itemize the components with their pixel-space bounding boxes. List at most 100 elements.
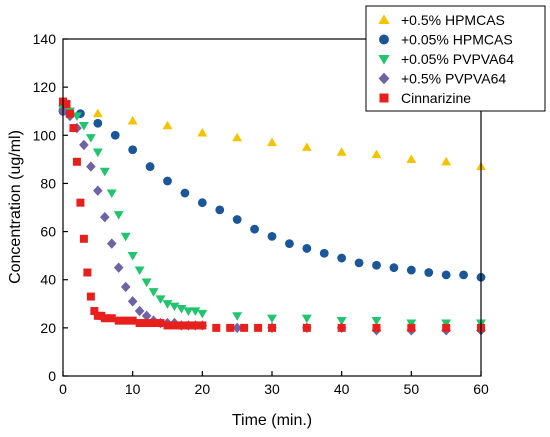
data-point bbox=[302, 323, 311, 332]
legend-item: +0.5% PVPVA64 bbox=[378, 71, 506, 87]
legend-box bbox=[365, 5, 546, 112]
data-point bbox=[406, 265, 416, 275]
x-tick-label: 20 bbox=[195, 381, 211, 397]
data-point bbox=[135, 319, 144, 328]
series-2 bbox=[58, 105, 486, 329]
data-point bbox=[354, 258, 364, 268]
y-axis: 0 20 40 60 80 100 120 140 bbox=[33, 31, 68, 384]
data-point bbox=[250, 224, 259, 234]
data-point bbox=[76, 198, 85, 207]
data-point bbox=[128, 316, 137, 325]
data-point bbox=[191, 321, 200, 330]
y-tick-label: 80 bbox=[40, 175, 56, 191]
data-point bbox=[156, 319, 165, 328]
legend-swatch bbox=[378, 14, 390, 25]
data-point bbox=[92, 148, 103, 158]
data-point bbox=[442, 323, 451, 332]
legend-swatch bbox=[379, 93, 389, 103]
x-tick-label: 40 bbox=[334, 381, 350, 397]
data-point bbox=[121, 316, 130, 325]
data-point bbox=[169, 302, 180, 312]
data-point bbox=[83, 268, 92, 277]
data-point bbox=[406, 319, 417, 329]
data-point bbox=[128, 145, 138, 155]
data-point bbox=[176, 305, 187, 314]
legend-label: +0.5% HPMCAS bbox=[401, 12, 505, 28]
chart-legend: +0.5% HPMCAS +0.05% HPMCAS +0.05% PVPVA64 +… bbox=[365, 5, 546, 112]
data-point bbox=[184, 321, 193, 330]
data-point bbox=[127, 115, 138, 125]
data-point bbox=[197, 127, 208, 137]
data-point bbox=[106, 189, 117, 199]
data-point bbox=[99, 167, 110, 177]
data-point bbox=[107, 314, 116, 323]
data-point bbox=[232, 215, 242, 224]
y-tick-label: 100 bbox=[33, 127, 57, 143]
data-point bbox=[337, 253, 347, 263]
data-point bbox=[162, 300, 173, 309]
data-point bbox=[406, 154, 417, 163]
data-point bbox=[232, 132, 243, 142]
series-0 bbox=[58, 101, 486, 171]
legend-item: +0.05% PVPVA64 bbox=[378, 51, 514, 67]
data-point bbox=[69, 124, 78, 133]
x-axis-title: Time (min.) bbox=[232, 412, 312, 429]
legend-label: +0.05% HPMCAS bbox=[401, 32, 513, 48]
data-point bbox=[177, 321, 186, 330]
data-point bbox=[267, 231, 277, 241]
data-point bbox=[134, 266, 145, 276]
x-tick-label: 10 bbox=[125, 381, 141, 397]
data-point bbox=[85, 134, 96, 143]
data-point bbox=[240, 323, 249, 332]
data-point bbox=[86, 292, 95, 301]
data-point bbox=[190, 307, 201, 316]
data-point bbox=[134, 305, 145, 317]
data-point bbox=[337, 323, 346, 332]
data-point bbox=[302, 244, 312, 253]
data-point bbox=[336, 147, 347, 156]
data-point bbox=[79, 139, 89, 151]
data-point bbox=[100, 314, 109, 323]
data-point bbox=[459, 270, 468, 280]
data-point bbox=[141, 278, 152, 288]
y-tick-label: 20 bbox=[40, 320, 56, 336]
x-tick-label: 60 bbox=[473, 381, 489, 397]
data-point bbox=[285, 239, 294, 249]
data-point bbox=[79, 234, 88, 243]
data-point bbox=[212, 323, 221, 332]
data-point bbox=[180, 188, 190, 198]
data-point bbox=[371, 149, 382, 159]
data-point bbox=[407, 323, 416, 332]
data-point bbox=[93, 118, 103, 128]
legend-swatch bbox=[379, 34, 389, 45]
data-point bbox=[114, 316, 123, 325]
data-point bbox=[90, 307, 99, 316]
data-point bbox=[254, 323, 263, 332]
data-point bbox=[93, 185, 103, 196]
data-point bbox=[65, 109, 74, 118]
data-point bbox=[424, 268, 434, 277]
data-point bbox=[197, 198, 207, 208]
data-point bbox=[62, 99, 71, 108]
data-point bbox=[441, 156, 452, 166]
data-point bbox=[141, 310, 152, 322]
legend-swatch bbox=[378, 72, 390, 85]
y-axis-title: Concentration (ug/ml) bbox=[7, 130, 24, 284]
data-point bbox=[92, 108, 103, 118]
data-point bbox=[148, 288, 159, 297]
data-point bbox=[72, 157, 81, 166]
y-tick-label: 40 bbox=[40, 272, 56, 288]
data-point bbox=[371, 317, 382, 326]
data-point bbox=[155, 295, 166, 304]
y-tick-label: 60 bbox=[40, 224, 56, 240]
x-tick-label: 50 bbox=[404, 381, 420, 397]
data-point bbox=[372, 323, 381, 332]
legend-item: +0.5% HPMCAS bbox=[378, 12, 505, 28]
x-tick-label: 30 bbox=[264, 381, 280, 397]
data-point bbox=[232, 322, 242, 334]
data-point bbox=[71, 112, 82, 121]
legend-label: +0.05% PVPVA64 bbox=[401, 51, 514, 67]
data-point bbox=[127, 296, 138, 307]
x-tick-label: 0 bbox=[59, 381, 67, 397]
data-point bbox=[100, 211, 110, 223]
